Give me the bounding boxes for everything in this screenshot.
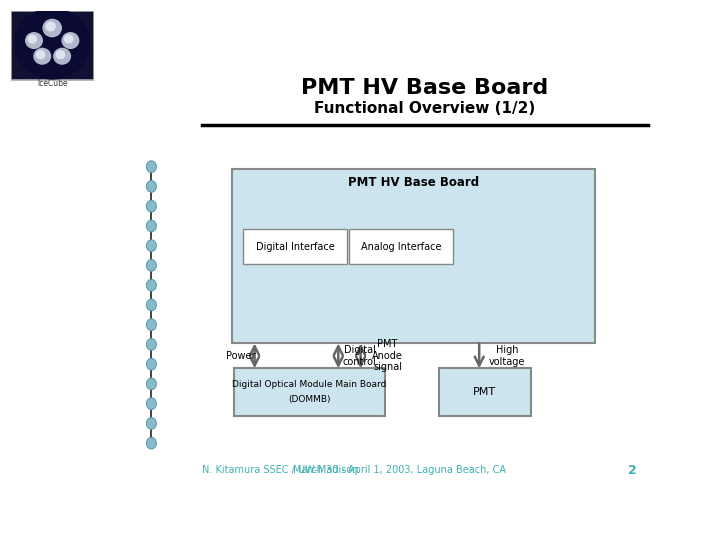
Text: IceCube: IceCube	[37, 79, 68, 88]
Ellipse shape	[146, 378, 156, 390]
Text: PMT: PMT	[473, 387, 496, 397]
Text: 2: 2	[628, 464, 637, 477]
Text: (DOMMB): (DOMMB)	[288, 395, 330, 404]
Text: Functional Overview (1/2): Functional Overview (1/2)	[314, 101, 536, 116]
Text: High
voltage: High voltage	[489, 345, 526, 367]
Text: Power: Power	[226, 351, 256, 361]
Circle shape	[15, 9, 89, 79]
Ellipse shape	[146, 279, 156, 291]
Bar	[11, 11, 94, 80]
Ellipse shape	[146, 240, 156, 252]
FancyBboxPatch shape	[234, 368, 384, 416]
FancyBboxPatch shape	[233, 168, 595, 343]
Circle shape	[62, 33, 78, 49]
Ellipse shape	[146, 180, 156, 192]
Text: Digital Optical Module Main Board: Digital Optical Module Main Board	[232, 380, 387, 389]
Circle shape	[43, 19, 61, 37]
Circle shape	[34, 49, 50, 64]
Circle shape	[65, 35, 73, 43]
Text: Analog Interface: Analog Interface	[361, 242, 441, 252]
Ellipse shape	[146, 299, 156, 310]
FancyBboxPatch shape	[438, 368, 531, 416]
Circle shape	[54, 49, 71, 64]
Ellipse shape	[146, 161, 156, 172]
Circle shape	[26, 33, 42, 49]
Text: Digital
control: Digital control	[343, 345, 377, 367]
Text: PMT HV Base Board: PMT HV Base Board	[301, 78, 549, 98]
Text: N. Kitamura SSEC / UW-Madison: N. Kitamura SSEC / UW-Madison	[202, 465, 358, 475]
FancyBboxPatch shape	[349, 229, 453, 265]
Ellipse shape	[146, 220, 156, 232]
Text: PMT
Anode
signal: PMT Anode signal	[372, 339, 403, 373]
Circle shape	[28, 35, 37, 43]
Circle shape	[56, 51, 65, 58]
Text: Digital Interface: Digital Interface	[256, 242, 335, 252]
Ellipse shape	[146, 417, 156, 429]
Ellipse shape	[146, 339, 156, 350]
Circle shape	[46, 22, 55, 31]
Ellipse shape	[146, 200, 156, 212]
Ellipse shape	[146, 398, 156, 409]
Circle shape	[37, 51, 45, 58]
Ellipse shape	[146, 260, 156, 271]
Ellipse shape	[146, 319, 156, 330]
Ellipse shape	[146, 359, 156, 370]
Text: PMT HV Base Board: PMT HV Base Board	[348, 176, 480, 188]
FancyBboxPatch shape	[243, 229, 347, 265]
Ellipse shape	[146, 437, 156, 449]
Text: March 30 - April 1, 2003, Laguna Beach, CA: March 30 - April 1, 2003, Laguna Beach, …	[293, 465, 506, 475]
